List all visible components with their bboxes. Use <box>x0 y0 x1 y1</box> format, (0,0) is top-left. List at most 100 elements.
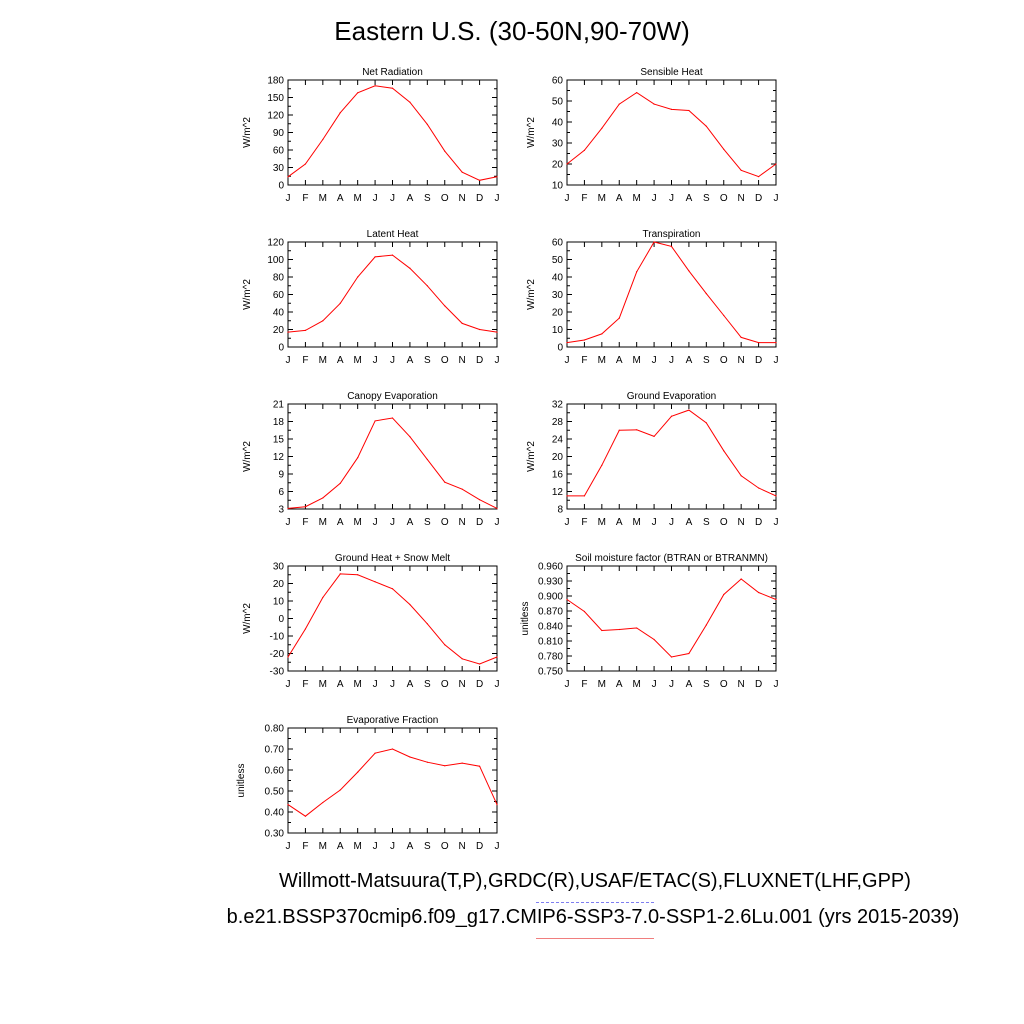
data-point <box>374 85 376 87</box>
plot-frame <box>566 403 777 510</box>
y-tick-label: 20 <box>552 308 564 319</box>
y-tick-label: 120 <box>267 238 284 249</box>
x-tick-label: F <box>302 517 308 528</box>
data-point <box>287 176 289 178</box>
y-tick-label: 0.960 <box>538 562 563 573</box>
y-tick-label: 15 <box>273 435 285 446</box>
x-tick-label: J <box>286 517 291 528</box>
y-tick-label: 80 <box>273 273 285 284</box>
x-tick-label: J <box>669 517 674 528</box>
y-tick-label: 3 <box>278 505 284 516</box>
x-tick-label: M <box>598 679 606 690</box>
y-tick-label: 24 <box>552 435 564 446</box>
x-tick-label: M <box>353 841 361 852</box>
x-tick-label: N <box>738 679 745 690</box>
y-tick-label: 8 <box>557 505 563 516</box>
x-tick-label: M <box>319 193 327 204</box>
data-point <box>723 450 725 452</box>
x-tick-label: F <box>302 193 308 204</box>
data-point <box>705 293 707 295</box>
data-point <box>339 573 341 575</box>
data-point <box>426 623 428 625</box>
data-point <box>374 256 376 258</box>
x-tick-label: M <box>632 193 640 204</box>
data-point <box>705 422 707 424</box>
y-tick-label: 60 <box>552 238 564 249</box>
x-tick-label: S <box>703 193 710 204</box>
y-tick-label: 0.840 <box>538 622 563 633</box>
data-point <box>287 507 289 510</box>
x-tick-label: A <box>407 679 414 690</box>
x-tick-label: M <box>632 517 640 528</box>
x-tick-label: M <box>353 517 361 528</box>
panel-title: Sensible Heat <box>640 67 702 78</box>
y-tick-label: 40 <box>552 273 564 284</box>
data-point <box>304 506 307 508</box>
x-tick-label: A <box>337 679 344 690</box>
x-tick-label: J <box>565 355 570 366</box>
y-tick-label: 16 <box>552 470 564 481</box>
data-point <box>444 150 446 152</box>
x-tick-label: A <box>407 517 414 528</box>
data-point <box>583 339 586 341</box>
y-tick-label: 0.810 <box>538 637 563 648</box>
y-tick-label: 40 <box>552 118 564 129</box>
data-point <box>339 112 341 114</box>
data-point <box>374 581 376 583</box>
x-tick-label: J <box>373 517 378 528</box>
y-tick-label: 120 <box>267 111 284 122</box>
data-point <box>636 92 638 94</box>
x-tick-label: J <box>495 517 500 528</box>
x-tick-label: J <box>495 355 500 366</box>
x-tick-label: J <box>286 679 291 690</box>
data-point <box>478 179 481 181</box>
x-tick-label: S <box>424 193 431 204</box>
x-tick-label: J <box>390 841 395 852</box>
x-tick-label: J <box>652 517 657 528</box>
y-tick-label: -20 <box>270 649 285 660</box>
y-tick-label: 100 <box>267 255 284 266</box>
y-tick-label: 0 <box>557 343 563 354</box>
y-axis-label: W/m^2 <box>526 279 537 310</box>
data-point <box>566 342 568 344</box>
panel-title: Ground Heat + Snow Melt <box>335 553 451 564</box>
data-point <box>653 241 655 243</box>
data-point <box>496 804 498 806</box>
data-point <box>688 652 690 655</box>
y-tick-label: 10 <box>552 181 564 192</box>
data-point <box>688 109 690 112</box>
x-tick-label: S <box>424 355 431 366</box>
y-tick-label: 0.60 <box>265 766 285 777</box>
series-line <box>566 92 777 178</box>
x-tick-label: M <box>319 679 327 690</box>
data-point <box>496 507 498 510</box>
y-tick-label: 60 <box>273 146 285 157</box>
x-tick-label: J <box>495 841 500 852</box>
x-tick-label: J <box>565 679 570 690</box>
plot-frame <box>287 565 498 672</box>
x-tick-label: J <box>774 517 779 528</box>
data-point <box>391 588 394 590</box>
data-point <box>287 331 289 333</box>
data-point <box>304 815 307 817</box>
series-line <box>287 573 498 665</box>
data-point <box>426 458 428 461</box>
x-tick-label: S <box>424 841 431 852</box>
data-point <box>461 488 463 490</box>
x-tick-label: A <box>616 517 623 528</box>
x-tick-label: J <box>565 193 570 204</box>
data-point <box>444 481 446 483</box>
data-point <box>426 123 428 125</box>
data-point <box>461 322 463 324</box>
y-tick-label: 10 <box>273 597 285 608</box>
x-tick-label: O <box>720 355 728 366</box>
y-tick-label: 60 <box>552 76 564 87</box>
data-point <box>357 92 359 94</box>
y-axis-label: W/m^2 <box>242 603 253 634</box>
y-tick-label: 0.80 <box>265 724 285 735</box>
y-tick-label: 12 <box>273 452 285 463</box>
panel-title: Evaporative Fraction <box>347 715 439 726</box>
